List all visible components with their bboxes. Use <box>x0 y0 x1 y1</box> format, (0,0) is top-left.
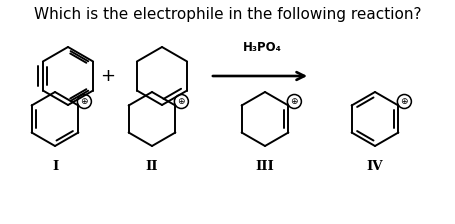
Text: I: I <box>52 159 58 172</box>
Text: Which is the electrophile in the following reaction?: Which is the electrophile in the followi… <box>34 7 421 22</box>
Text: ⊕: ⊕ <box>290 97 298 106</box>
Text: II: II <box>146 159 158 172</box>
Text: +: + <box>100 67 115 85</box>
Text: III: III <box>255 159 274 172</box>
Text: ⊕: ⊕ <box>81 97 88 106</box>
Text: ⊕: ⊕ <box>177 97 185 106</box>
Text: H₃PO₄: H₃PO₄ <box>242 41 281 54</box>
Text: IV: IV <box>366 159 382 172</box>
Text: ⊕: ⊕ <box>400 97 407 106</box>
